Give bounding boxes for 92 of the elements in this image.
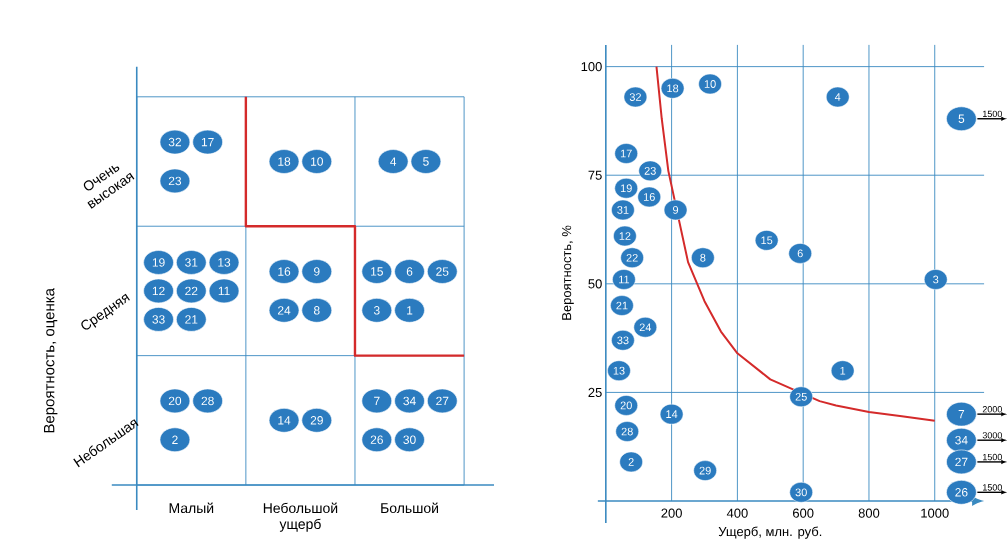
text: 26: [370, 435, 383, 445]
text: 16: [278, 267, 291, 276]
annotation: 31: [617, 206, 629, 214]
y-axis-title: Вероятность, %: [562, 225, 574, 320]
text: Вероятность, оценка: [43, 288, 58, 433]
annotation: 25: [795, 392, 807, 401]
annotation: 9: [673, 206, 679, 214]
annotation: 23: [644, 167, 656, 175]
text: 2: [172, 435, 178, 444]
text: 15: [371, 267, 383, 276]
annotation: 12: [619, 232, 631, 240]
text: 4: [390, 157, 397, 166]
text: 13: [218, 258, 231, 267]
text: 5: [423, 157, 429, 166]
text: 8: [313, 306, 320, 315]
text: 25: [436, 267, 449, 276]
y-tick-label: 25: [588, 387, 602, 398]
text: 11: [218, 286, 230, 296]
text: 10: [311, 157, 323, 166]
annotation: 7: [958, 410, 965, 419]
annotation: 28: [621, 427, 633, 436]
y-tick-label: 50: [588, 279, 602, 289]
annotation: 14: [666, 410, 678, 418]
text: 17: [201, 138, 214, 147]
text: 1: [407, 306, 413, 315]
text: 7: [374, 396, 380, 406]
x-tick-label: 800: [858, 508, 880, 518]
annotation: 26: [955, 488, 968, 497]
annotation: 17: [620, 149, 632, 158]
text: 28: [201, 396, 214, 406]
x-tick-label: 400: [726, 508, 748, 518]
annotation: 1500: [983, 110, 1002, 118]
text: 33: [152, 315, 165, 324]
category-label: Небольшой ущерб: [263, 502, 338, 532]
text: 18: [278, 157, 291, 166]
category-label: Малый: [169, 502, 214, 514]
point: [619, 451, 643, 473]
annotation: 18: [667, 84, 679, 93]
text: 29: [310, 416, 323, 425]
annotation: 15: [761, 236, 773, 245]
annotation: 6: [797, 249, 803, 258]
annotation: 29: [699, 466, 711, 475]
annotation: 5: [958, 114, 965, 123]
annotation: 19: [620, 184, 632, 193]
point: [663, 199, 688, 221]
y-tick-label: 75: [588, 170, 602, 180]
annotation: 3: [933, 275, 939, 284]
text: 19: [152, 258, 165, 267]
annotation: 33: [617, 336, 629, 345]
x-tick-label: 200: [661, 508, 682, 518]
text: 24: [277, 306, 291, 315]
text: 6: [406, 267, 413, 276]
annotation: 32: [629, 93, 641, 101]
annotation: 10: [704, 80, 716, 88]
text: 3: [373, 306, 380, 315]
annotation: 22: [626, 253, 638, 262]
annotation: 13: [613, 366, 625, 375]
text: 12: [152, 286, 165, 296]
annotation: 2000: [982, 406, 1002, 413]
annotation: 21: [616, 301, 628, 310]
annotation: 16: [643, 193, 655, 201]
text: 34: [403, 396, 416, 406]
annotation: 27: [955, 457, 968, 467]
text: 27: [436, 396, 449, 406]
x-tick-label: 600: [793, 508, 814, 518]
text: 30: [403, 435, 416, 445]
annotation: 34: [955, 436, 968, 445]
point: [825, 86, 850, 108]
text: 21: [185, 315, 198, 324]
x-tick-label: 1000: [921, 508, 949, 518]
annotation: 20: [620, 401, 632, 410]
annotation: 2: [628, 458, 634, 466]
text: 22: [185, 286, 198, 296]
annotation: 1500: [983, 484, 1002, 491]
annotation: 24: [639, 323, 652, 332]
text: 20: [168, 396, 182, 406]
annotation: 1500: [983, 453, 1002, 461]
text: 23: [168, 176, 182, 186]
point: [830, 360, 855, 381]
text: 9: [314, 267, 320, 276]
y-tick-label: 100: [581, 62, 602, 72]
annotation: 4: [834, 93, 841, 101]
text: 32: [168, 137, 181, 147]
category-label: Большой: [381, 502, 438, 514]
text: 14: [278, 416, 291, 425]
text: 31: [185, 258, 198, 267]
annotation: 11: [619, 275, 630, 284]
annotation: 1: [840, 366, 846, 375]
annotation: 30: [795, 488, 807, 497]
annotation: 8: [700, 253, 706, 262]
x-axis-title: Ущерб, млн. руб.: [718, 526, 822, 539]
annotation: 3000: [982, 432, 1002, 439]
